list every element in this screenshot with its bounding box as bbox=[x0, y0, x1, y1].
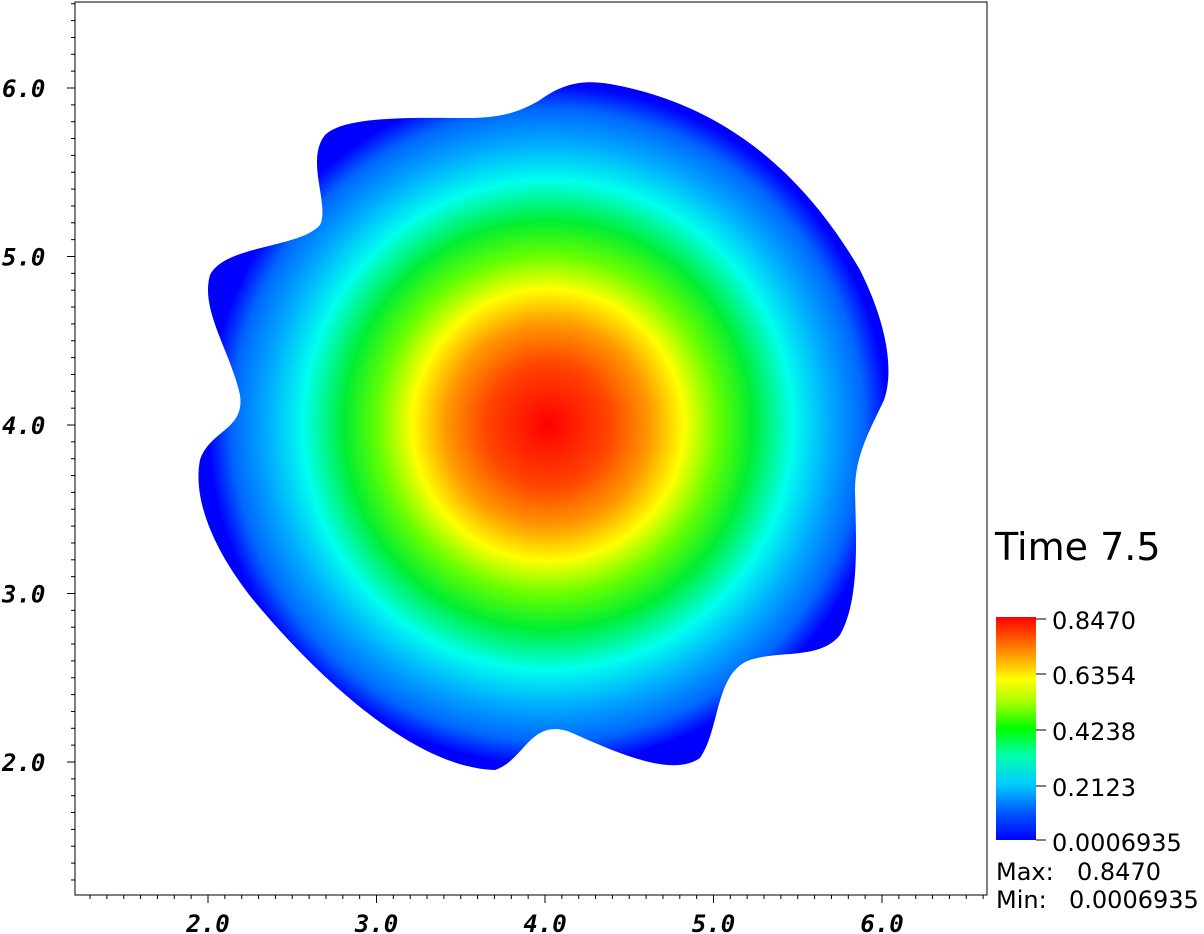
colorbar-label-1: 0.8470 bbox=[1052, 607, 1136, 635]
y-tick-label: 4.0 bbox=[2, 412, 45, 440]
max-label: Max: bbox=[996, 858, 1054, 886]
chart-title: Time 7.5 bbox=[994, 525, 1161, 569]
colorbar-label-4: 0.2123 bbox=[1052, 774, 1136, 802]
colorbar-label-2: 0.6354 bbox=[1052, 662, 1136, 690]
y-axis: 2.0 3.0 4.0 5.0 6.0 bbox=[1, 3, 75, 881]
x-tick-label: 5.0 bbox=[692, 910, 735, 934]
min-label: Min: bbox=[996, 886, 1047, 914]
min-value: 0.0006935 bbox=[1069, 886, 1199, 914]
x-tick-label: 3.0 bbox=[354, 910, 398, 934]
y-tick-label: 6.0 bbox=[2, 75, 45, 103]
colorbar-ticks bbox=[1036, 618, 1046, 841]
max-value: 0.8470 bbox=[1077, 858, 1161, 886]
x-tick-label: 4.0 bbox=[523, 910, 566, 934]
colorbar-label-3: 0.4238 bbox=[1052, 718, 1136, 746]
y-tick-label: 2.0 bbox=[1, 749, 45, 777]
colorbar-label-5: 0.0006935 bbox=[1052, 829, 1182, 857]
x-axis: 2.0 3.0 4.0 5.0 6.0 bbox=[89, 895, 984, 934]
y-tick-label: 3.0 bbox=[1, 581, 45, 609]
colorbar bbox=[996, 617, 1036, 840]
field-region bbox=[198, 82, 889, 771]
x-tick-label: 2.0 bbox=[185, 910, 229, 934]
x-tick-label: 6.0 bbox=[860, 910, 903, 934]
y-tick-label: 5.0 bbox=[2, 244, 45, 272]
